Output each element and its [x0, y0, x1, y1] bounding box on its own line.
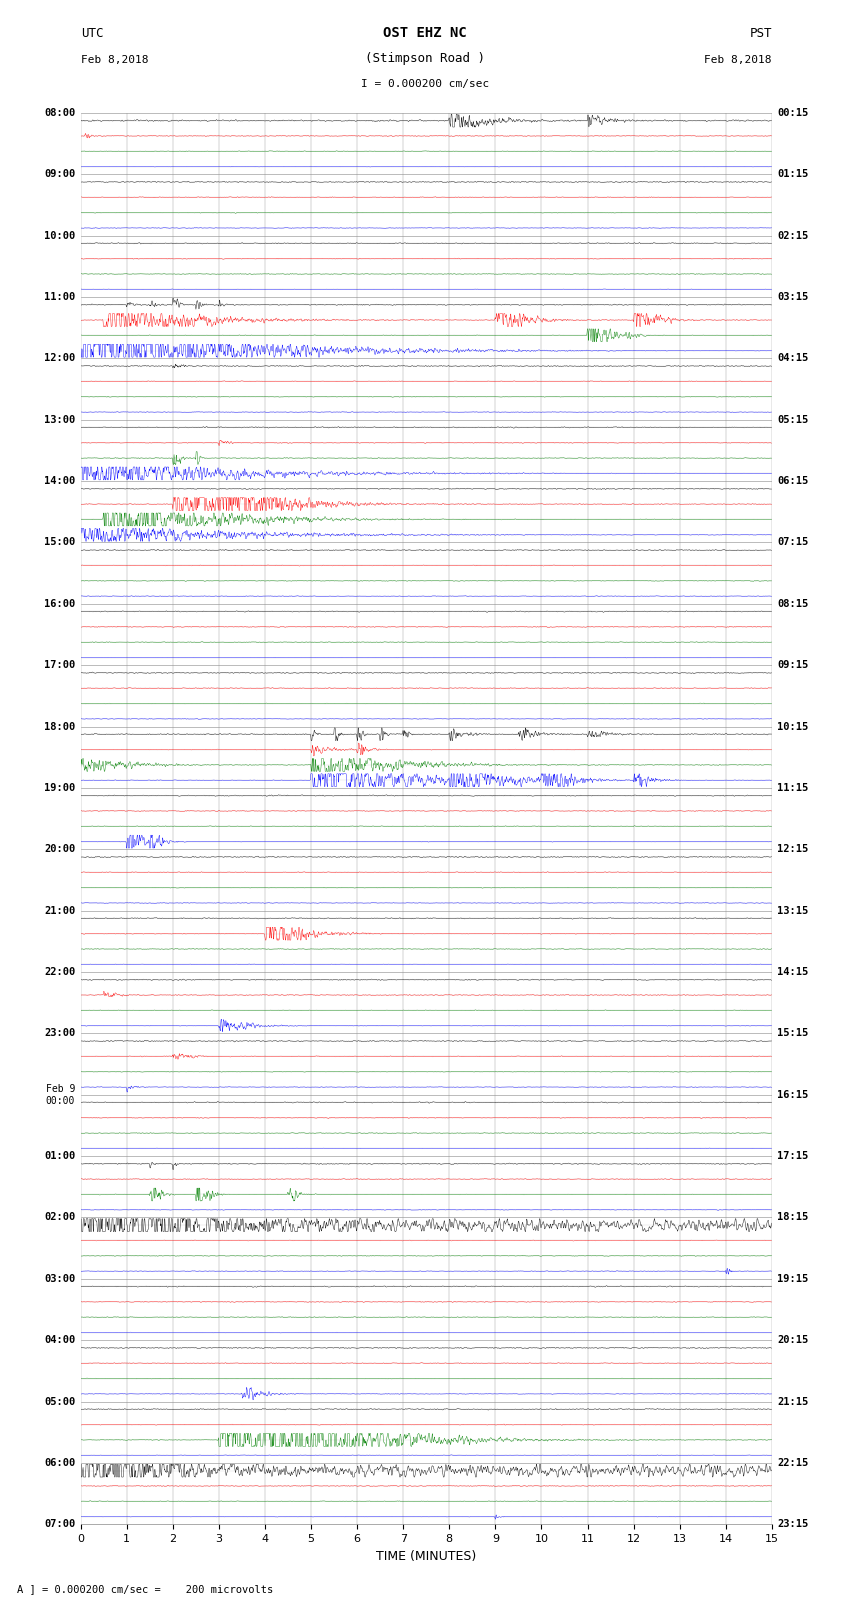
Text: 12:15: 12:15 [778, 844, 808, 855]
Text: 22:00: 22:00 [44, 968, 75, 977]
Text: 17:00: 17:00 [44, 660, 75, 669]
Text: 23:00: 23:00 [44, 1029, 75, 1039]
Text: 23:15: 23:15 [778, 1519, 808, 1529]
Text: 01:00: 01:00 [44, 1152, 75, 1161]
Text: 01:15: 01:15 [778, 169, 808, 179]
Text: 20:15: 20:15 [778, 1336, 808, 1345]
Text: 00:15: 00:15 [778, 108, 808, 118]
Text: 22:15: 22:15 [778, 1458, 808, 1468]
Text: 13:00: 13:00 [44, 415, 75, 424]
Text: 15:15: 15:15 [778, 1029, 808, 1039]
Text: 21:15: 21:15 [778, 1397, 808, 1407]
Text: 09:15: 09:15 [778, 660, 808, 669]
Text: PST: PST [750, 27, 772, 40]
Text: UTC: UTC [81, 27, 103, 40]
Text: 12:00: 12:00 [44, 353, 75, 363]
Text: Feb 8,2018: Feb 8,2018 [705, 55, 772, 65]
Text: Feb 9
00:00: Feb 9 00:00 [46, 1084, 75, 1105]
Text: OST EHZ NC: OST EHZ NC [383, 26, 467, 40]
Text: I = 0.000200 cm/sec: I = 0.000200 cm/sec [361, 79, 489, 89]
Text: 02:00: 02:00 [44, 1213, 75, 1223]
Text: 08:15: 08:15 [778, 598, 808, 608]
Text: 20:00: 20:00 [44, 844, 75, 855]
Text: 03:00: 03:00 [44, 1274, 75, 1284]
Text: 11:00: 11:00 [44, 292, 75, 302]
Text: 02:15: 02:15 [778, 231, 808, 240]
Text: 17:15: 17:15 [778, 1152, 808, 1161]
Text: 09:00: 09:00 [44, 169, 75, 179]
Text: 08:00: 08:00 [44, 108, 75, 118]
Text: 10:00: 10:00 [44, 231, 75, 240]
X-axis label: TIME (MINUTES): TIME (MINUTES) [377, 1550, 476, 1563]
Text: 04:15: 04:15 [778, 353, 808, 363]
Text: 06:00: 06:00 [44, 1458, 75, 1468]
Text: (Stimpson Road ): (Stimpson Road ) [365, 52, 485, 65]
Text: 13:15: 13:15 [778, 905, 808, 916]
Text: 18:15: 18:15 [778, 1213, 808, 1223]
Text: 14:00: 14:00 [44, 476, 75, 486]
Text: 04:00: 04:00 [44, 1336, 75, 1345]
Text: 05:00: 05:00 [44, 1397, 75, 1407]
Text: 18:00: 18:00 [44, 721, 75, 732]
Text: 05:15: 05:15 [778, 415, 808, 424]
Text: A ] = 0.000200 cm/sec =    200 microvolts: A ] = 0.000200 cm/sec = 200 microvolts [17, 1584, 273, 1594]
Text: Feb 8,2018: Feb 8,2018 [81, 55, 148, 65]
Text: 07:00: 07:00 [44, 1519, 75, 1529]
Text: 16:00: 16:00 [44, 598, 75, 608]
Text: 07:15: 07:15 [778, 537, 808, 547]
Text: 14:15: 14:15 [778, 968, 808, 977]
Text: 03:15: 03:15 [778, 292, 808, 302]
Text: 15:00: 15:00 [44, 537, 75, 547]
Text: 11:15: 11:15 [778, 782, 808, 794]
Text: 06:15: 06:15 [778, 476, 808, 486]
Text: 19:15: 19:15 [778, 1274, 808, 1284]
Text: 10:15: 10:15 [778, 721, 808, 732]
Text: 19:00: 19:00 [44, 782, 75, 794]
Text: 21:00: 21:00 [44, 905, 75, 916]
Text: 16:15: 16:15 [778, 1090, 808, 1100]
